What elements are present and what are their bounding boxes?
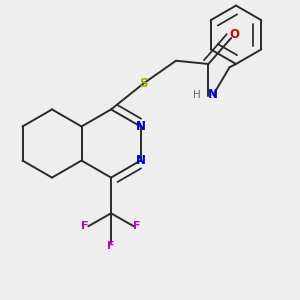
Text: F: F — [133, 221, 141, 231]
Text: F: F — [81, 221, 89, 231]
Text: N: N — [208, 88, 218, 101]
Text: S: S — [139, 77, 148, 90]
Text: F: F — [107, 241, 115, 251]
Text: N: N — [136, 120, 146, 133]
Text: N: N — [136, 154, 146, 167]
Text: H: H — [193, 90, 201, 100]
Text: O: O — [230, 28, 239, 41]
